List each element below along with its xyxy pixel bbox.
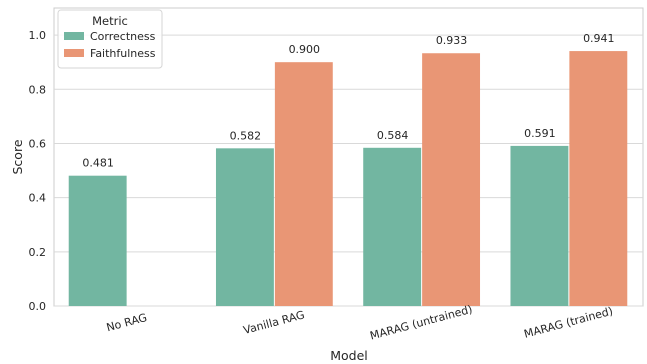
data-label-faithfulness-vanilla-rag: 0.900 bbox=[289, 43, 321, 56]
y-tick-label: 0.2 bbox=[29, 246, 47, 259]
x-tick-label-marag-untrained: MARAG (untrained) bbox=[369, 303, 474, 343]
y-tick-label: 0.4 bbox=[29, 192, 47, 205]
data-label-correctness-marag-trained: 0.591 bbox=[524, 127, 556, 140]
bar-correctness-marag-untrained bbox=[363, 147, 422, 306]
bar-faithfulness-vanilla-rag bbox=[274, 62, 333, 306]
y-axis-title: Score bbox=[10, 139, 25, 174]
legend-title: Metric bbox=[92, 14, 128, 28]
y-tick-label: 0.8 bbox=[29, 83, 47, 96]
data-label-faithfulness-marag-trained: 0.941 bbox=[583, 32, 615, 45]
legend-swatch-correctness bbox=[64, 32, 84, 40]
bar-faithfulness-marag-untrained bbox=[422, 53, 481, 306]
data-label-correctness-marag-untrained: 0.584 bbox=[377, 129, 409, 142]
x-axis-title: Model bbox=[330, 348, 368, 363]
legend-label-faithfulness: Faithfulness bbox=[90, 47, 156, 60]
data-label-correctness-vanilla-rag: 0.582 bbox=[230, 129, 262, 142]
y-tick-label: 0.0 bbox=[29, 300, 47, 313]
y-tick-label: 1.0 bbox=[29, 29, 47, 42]
y-tick-label: 0.6 bbox=[29, 137, 47, 150]
x-axis-ticks: No RAG Vanilla RAG MARAG (untrained) MARAG … bbox=[105, 303, 614, 343]
bar-correctness-no-rag bbox=[68, 175, 127, 306]
x-tick-label-marag-trained: MARAG (trained) bbox=[523, 304, 615, 340]
legend-label-correctness: Correctness bbox=[90, 30, 156, 43]
bar-faithfulness-marag-trained bbox=[569, 51, 628, 306]
data-label-correctness-no-rag: 0.481 bbox=[82, 157, 114, 170]
x-tick-label-no-rag: No RAG bbox=[105, 311, 148, 334]
x-tick-label-vanilla-rag: Vanilla RAG bbox=[242, 308, 306, 337]
legend: Metric Correctness Faithfulness bbox=[57, 9, 163, 69]
bar-correctness-vanilla-rag bbox=[215, 148, 274, 306]
bars bbox=[68, 51, 628, 306]
data-labels: 0.481 0.582 0.900 0.584 0.933 0.591 0.941 bbox=[82, 32, 614, 170]
bar-correctness-marag-trained bbox=[510, 145, 569, 306]
data-label-faithfulness-marag-untrained: 0.933 bbox=[436, 34, 468, 47]
y-axis-ticks: 0.0 0.2 0.4 0.6 0.8 1.0 bbox=[29, 29, 47, 313]
legend-swatch-faithfulness bbox=[64, 49, 84, 57]
